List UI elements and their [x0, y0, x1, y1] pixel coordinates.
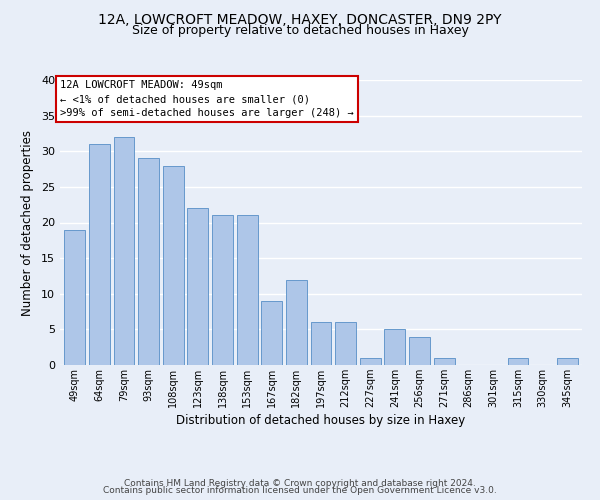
Bar	[89, 144, 110, 365]
Bar	[187, 208, 208, 365]
Text: 12A LOWCROFT MEADOW: 49sqm
← <1% of detached houses are smaller (0)
>99% of semi: 12A LOWCROFT MEADOW: 49sqm ← <1% of deta…	[60, 80, 354, 118]
Text: Size of property relative to detached houses in Haxey: Size of property relative to detached ho…	[131, 24, 469, 37]
Bar	[261, 301, 282, 365]
Bar	[557, 358, 578, 365]
Bar	[64, 230, 85, 365]
Bar	[236, 216, 257, 365]
Bar	[286, 280, 307, 365]
Bar	[360, 358, 381, 365]
Bar	[335, 322, 356, 365]
X-axis label: Distribution of detached houses by size in Haxey: Distribution of detached houses by size …	[176, 414, 466, 427]
Text: 12A, LOWCROFT MEADOW, HAXEY, DONCASTER, DN9 2PY: 12A, LOWCROFT MEADOW, HAXEY, DONCASTER, …	[98, 12, 502, 26]
Y-axis label: Number of detached properties: Number of detached properties	[21, 130, 34, 316]
Bar	[434, 358, 455, 365]
Bar	[508, 358, 529, 365]
Bar	[163, 166, 184, 365]
Bar	[311, 322, 331, 365]
Bar	[113, 137, 134, 365]
Bar	[212, 216, 233, 365]
Text: Contains HM Land Registry data © Crown copyright and database right 2024.: Contains HM Land Registry data © Crown c…	[124, 478, 476, 488]
Bar	[409, 336, 430, 365]
Text: Contains public sector information licensed under the Open Government Licence v3: Contains public sector information licen…	[103, 486, 497, 495]
Bar	[138, 158, 159, 365]
Bar	[385, 330, 406, 365]
